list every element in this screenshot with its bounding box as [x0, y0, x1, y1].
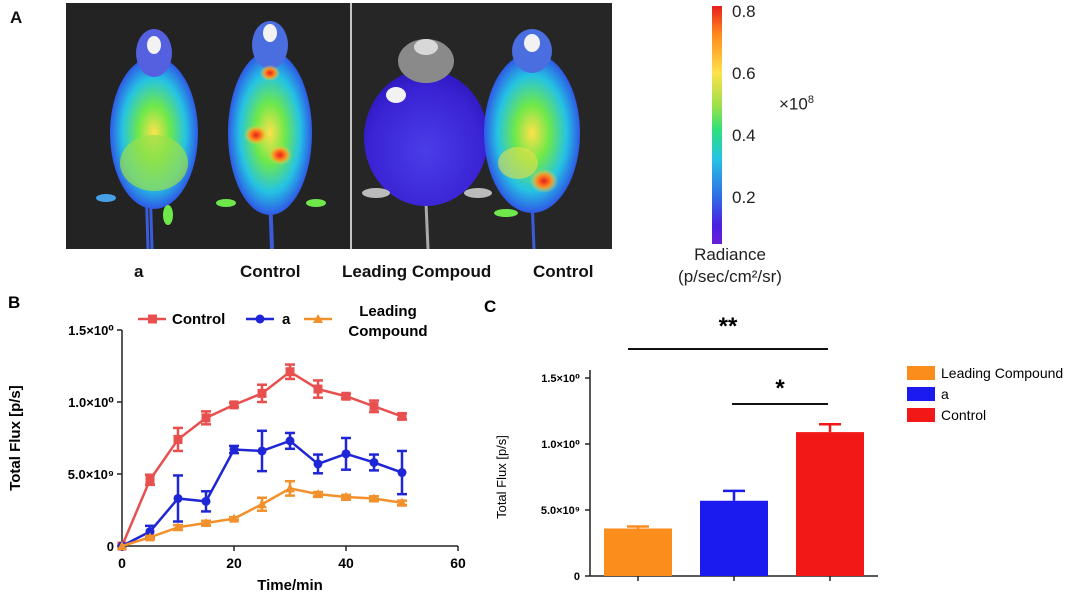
b-point-circle — [341, 449, 351, 459]
panel-b-letter: B — [8, 293, 20, 312]
c-bar-1 — [700, 500, 768, 576]
b-point-square — [397, 411, 407, 421]
b-point-circle — [257, 446, 267, 456]
b-legend-marker-a — [255, 314, 265, 324]
c-significance-label-0: ** — [719, 313, 738, 340]
b-legend-label-control: Control — [172, 311, 225, 328]
b-point-circle — [145, 527, 155, 537]
b-y-axis-label: Total Flux [p/s] — [7, 385, 24, 491]
b-y-tick-label: 5.0×10⁹ — [68, 467, 114, 482]
mouse-label-control-1: Control — [240, 262, 301, 281]
c-legend-label-1: a — [941, 386, 949, 402]
b-point-triangle — [341, 492, 351, 502]
b-point-square — [145, 475, 155, 485]
b-point-square — [313, 384, 323, 394]
radiance-colorbar — [712, 6, 722, 244]
colorbar-tick-0: 0.8 — [732, 2, 756, 22]
b-point-circle — [201, 496, 211, 506]
b-point-circle — [285, 436, 295, 446]
radiance-title-line2: (p/sec/cm²/sr) — [678, 267, 782, 286]
b-point-triangle — [229, 513, 239, 523]
mouse-a-image — [96, 29, 198, 250]
c-legend-swatch-1 — [907, 387, 935, 401]
chart-c-plot: C 0 5.0×10⁹ 1.0×10⁰ 1.5×10⁰ Total Flux [p/s] *… — [484, 297, 1063, 583]
chart-b-plot: B 0 5.0×10⁹ 1.0×10⁰ 1.5×10⁰ 0 20 40 60 Time/min To… — [7, 293, 466, 594]
c-significance-label-1: * — [775, 375, 785, 402]
b-x-tick-label: 20 — [226, 555, 242, 571]
b-point-circle — [229, 445, 239, 455]
b-point-square — [201, 413, 211, 423]
mouse-control-1-image — [216, 21, 326, 250]
b-y-tick-label: 1.5×10⁰ — [68, 323, 114, 338]
b-point-triangle — [285, 483, 295, 493]
b-x-tick-label: 0 — [118, 555, 126, 571]
colorbar-tick-2: 0.4 — [732, 125, 756, 145]
panel-c-letter: C — [484, 297, 496, 316]
b-legend-label-a: a — [282, 311, 291, 328]
b-x-tick-label: 40 — [338, 555, 354, 571]
colorbar-tick-1: 0.6 — [732, 64, 756, 83]
colorbar-tick-3: 0.2 — [732, 187, 756, 207]
b-point-triangle — [117, 541, 127, 550]
b-point-circle — [313, 459, 323, 469]
colorbar-multiplier: ×108 — [779, 94, 814, 114]
mouse-label-leading-compound: Leading Compoud — [342, 262, 492, 281]
b-point-circle — [369, 457, 379, 467]
c-legend-swatch-2 — [907, 408, 935, 422]
c-y-tick-label: 5.0×10⁹ — [541, 505, 580, 517]
b-y-tick-label: 1.0×10⁰ — [68, 395, 114, 410]
b-point-triangle — [173, 522, 183, 532]
b-point-square — [257, 388, 267, 398]
c-legend-label-2: Control — [941, 407, 986, 423]
c-legend-label-0: Leading Compound — [941, 365, 1063, 381]
mouse-label-a: a — [134, 262, 144, 281]
b-y-tick-label: 0 — [107, 539, 114, 554]
c-bar-0 — [604, 528, 672, 576]
b-point-square — [369, 401, 379, 411]
b-point-square — [173, 434, 183, 444]
b-point-triangle — [313, 489, 323, 499]
b-point-circle — [397, 468, 407, 478]
b-x-tick-label: 60 — [450, 555, 466, 571]
c-y-axis-label: Total Flux [p/s] — [494, 435, 509, 519]
radiance-title-line1: Radiance — [694, 245, 766, 264]
b-point-triangle — [201, 517, 211, 527]
c-y-tick-label: 1.5×10⁰ — [541, 373, 580, 385]
bioluminescence-image — [66, 3, 612, 250]
c-y-tick-label: 0 — [574, 571, 580, 583]
b-point-circle — [173, 493, 183, 503]
panel-a-letter: A — [10, 8, 23, 27]
panel-b-line-chart: B 0 5.0×10⁹ 1.0×10⁰ 1.5×10⁰ 0 20 40 60 Time/min To… — [7, 293, 466, 594]
b-point-square — [341, 391, 351, 401]
b-point-triangle — [397, 497, 407, 507]
b-point-triangle — [369, 493, 379, 503]
b-legend-marker-control — [148, 314, 157, 324]
b-legend-label-leading-2: Compound — [348, 323, 427, 340]
b-point-square — [285, 367, 295, 377]
radiance-title: Radiance (p/sec/cm²/sr) — [655, 244, 805, 288]
b-legend-marker-leading — [313, 314, 323, 323]
b-legend-label-leading-1: Leading — [359, 303, 417, 320]
mouse-leading-compound-image — [362, 39, 492, 250]
b-point-triangle — [145, 532, 155, 542]
b-x-axis-label: Time/min — [257, 577, 323, 594]
c-legend-swatch-0 — [907, 366, 935, 380]
panel-c-bar-chart: C 0 5.0×10⁹ 1.0×10⁰ 1.5×10⁰ Total Flux [p/s] *… — [484, 297, 1063, 583]
mouse-control-2-image — [484, 29, 580, 250]
mouse-label-control-2: Control — [533, 262, 594, 281]
b-point-square — [229, 400, 239, 410]
mouse-imaging-svg — [66, 3, 612, 250]
b-point-triangle — [257, 499, 267, 509]
c-bar-2 — [796, 432, 864, 576]
c-y-tick-label: 1.0×10⁰ — [541, 439, 580, 451]
